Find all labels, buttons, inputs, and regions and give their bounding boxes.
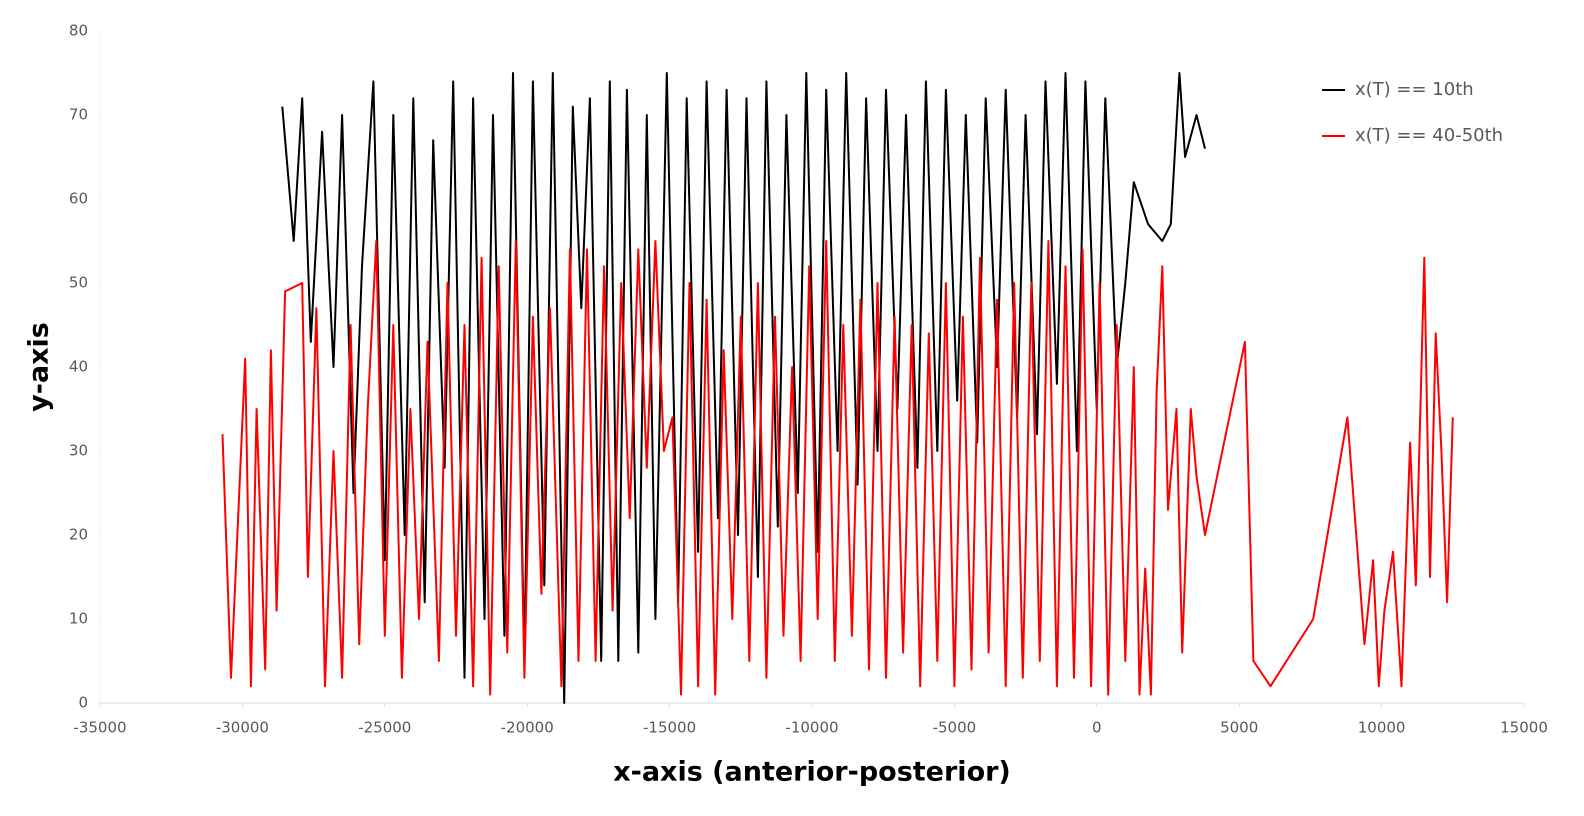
x-tick-label: -25000 [358, 719, 411, 737]
x-axis-title: x-axis (anterior-posterior) [613, 757, 1011, 788]
y-tick-label: 60 [69, 190, 88, 208]
x-tick-label: -35000 [73, 719, 126, 737]
x-tick-label: -30000 [216, 719, 269, 737]
x-tick-label: 10000 [1358, 719, 1406, 737]
x-tick-label: -15000 [643, 719, 696, 737]
y-tick-label: 30 [69, 442, 88, 460]
series-line [281, 72, 1206, 704]
x-tick-label: 5000 [1220, 719, 1258, 737]
legend-label: x(T) == 10th [1355, 79, 1474, 100]
series-line [221, 240, 1454, 696]
y-axis-title: y-axis [24, 322, 55, 412]
y-tick-label: 40 [69, 358, 88, 376]
x-tick-label: -5000 [933, 719, 977, 737]
x-tick-label: -20000 [501, 719, 554, 737]
y-tick-label: 70 [69, 106, 88, 124]
x-tick-label: 15000 [1500, 719, 1548, 737]
legend-label: x(T) == 40-50th [1355, 125, 1503, 146]
x-tick-label: -10000 [785, 719, 838, 737]
y-tick-label: 20 [69, 526, 88, 544]
x-tick-label: 0 [1092, 719, 1102, 737]
y-tick-label: 0 [78, 694, 88, 712]
y-tick-label: 80 [69, 22, 88, 40]
y-tick-label: 50 [69, 274, 88, 292]
y-tick-label: 10 [69, 610, 88, 628]
